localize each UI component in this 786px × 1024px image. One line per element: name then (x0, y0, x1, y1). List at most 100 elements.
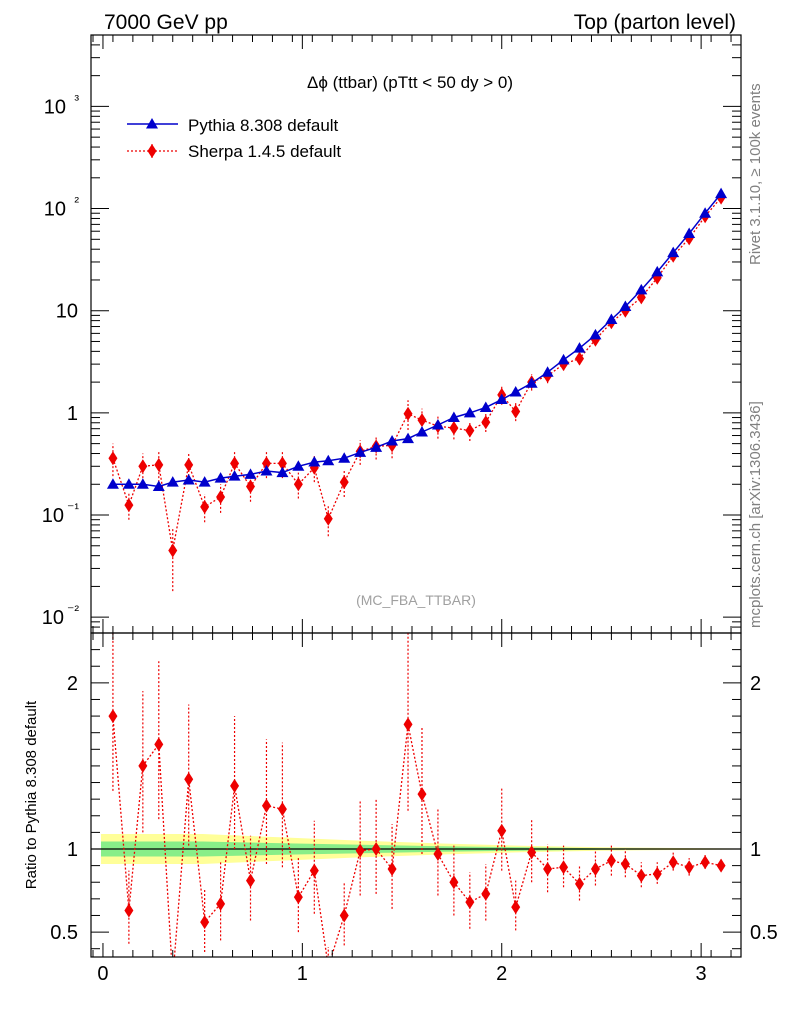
data-point (371, 842, 381, 856)
rivet-label: Rivet 3.1.10, ≥ 100k events (747, 83, 764, 265)
data-point (308, 456, 321, 467)
data-point (463, 406, 476, 418)
data-point (200, 499, 210, 514)
data-point (449, 421, 459, 436)
data-point (495, 393, 508, 405)
analysis-label: (MC_FBA_TTBAR) (356, 592, 476, 608)
header-left: 7000 GeV pp (104, 11, 228, 34)
data-point (511, 404, 521, 419)
data-point (417, 413, 427, 428)
data-point (700, 855, 710, 870)
data-point (277, 802, 287, 817)
legend-marker-sherpa (147, 144, 157, 158)
data-point (449, 875, 459, 890)
data-point (684, 860, 694, 875)
data-point (122, 478, 135, 489)
ratio-y-tick-label: 1 (67, 839, 78, 861)
x-tick-label: 1 (297, 963, 308, 985)
data-point (230, 456, 240, 471)
legend-label-pythia: Pythia 8.308 default (188, 116, 339, 135)
data-point (339, 475, 349, 490)
data-point (184, 457, 194, 472)
y-tick-label-base: 10 (44, 199, 66, 221)
series-line-0 (112, 193, 722, 488)
data-point (277, 456, 287, 471)
data-point (293, 890, 303, 905)
data-point (293, 477, 303, 492)
data-point (465, 895, 475, 910)
ratio-y-tick-label-right: 2 (750, 673, 761, 695)
data-point (415, 425, 428, 437)
y-tick-label-exponent: ³ (74, 91, 79, 107)
data-point (543, 861, 553, 876)
data-point (699, 207, 712, 218)
data-point (230, 778, 240, 793)
data-point (276, 466, 289, 478)
data-point (355, 843, 365, 858)
data-point (216, 896, 226, 911)
data-point (557, 353, 570, 365)
data-point (589, 328, 602, 340)
y-tick-label-exponent: ² (74, 194, 79, 210)
data-point (108, 709, 118, 724)
data-point (574, 351, 584, 366)
data-point (497, 823, 507, 838)
data-point (138, 758, 148, 773)
ratio-frame (90, 632, 742, 958)
data-point (246, 873, 256, 888)
y-tick-label: 1 (67, 403, 78, 425)
data-point (154, 457, 164, 472)
data-point (431, 419, 444, 430)
data-point (541, 366, 554, 377)
data-point (479, 401, 492, 412)
data-point (527, 845, 537, 860)
data-point (214, 472, 227, 483)
ratio-data-area (91, 633, 741, 986)
x-tick-label: 3 (696, 963, 707, 985)
y-tick-label-base: 10 (44, 96, 66, 118)
y-tick-label-exponent: ⁻² (67, 602, 79, 618)
data-point (590, 861, 600, 876)
data-point (509, 386, 522, 397)
data-point (387, 861, 397, 876)
data-point (246, 479, 256, 494)
data-point (322, 454, 335, 466)
data-point (636, 868, 646, 883)
data-point (244, 468, 257, 479)
data-point (339, 908, 349, 923)
data-point (184, 772, 194, 787)
ratio-y-tick-label-right: 1 (750, 839, 761, 861)
data-point (168, 972, 177, 986)
data-point (309, 863, 319, 878)
ratio-plot: 0 1 2 3 0.5 0.5 1 1 2 2 Ratio to Pythia 8.308 defa… (23, 632, 778, 986)
data-point (260, 464, 273, 476)
data-point (124, 903, 134, 918)
data-point (559, 860, 569, 875)
x-tick-label: 0 (97, 963, 108, 985)
ratio-y-tick-label-right: 0.5 (750, 922, 778, 944)
data-point (417, 787, 427, 802)
data-point (108, 451, 118, 466)
data-point (386, 435, 399, 446)
data-point (619, 300, 632, 311)
y-tick-label-base: 10 (42, 607, 64, 629)
data-point (261, 798, 271, 813)
data-point (354, 446, 367, 457)
data-point (324, 960, 333, 974)
data-point (715, 187, 728, 199)
plot-title: Δϕ (ttbar) (pTtt < 50 dy > 0) (307, 73, 513, 92)
data-point (182, 474, 195, 485)
data-point (403, 406, 413, 421)
data-point (138, 459, 148, 474)
data-point (620, 856, 630, 871)
data-point (198, 476, 211, 487)
data-point (652, 866, 662, 881)
y-tick-label-exponent: ⁻¹ (67, 500, 79, 516)
data-point (525, 377, 538, 388)
x-tick-label: 2 (496, 963, 507, 985)
mcplots-label: mcplots.cern.ch [arXiv:1306.3436] (747, 401, 764, 628)
data-point (166, 476, 179, 487)
data-point (106, 478, 119, 489)
data-point (574, 876, 584, 891)
